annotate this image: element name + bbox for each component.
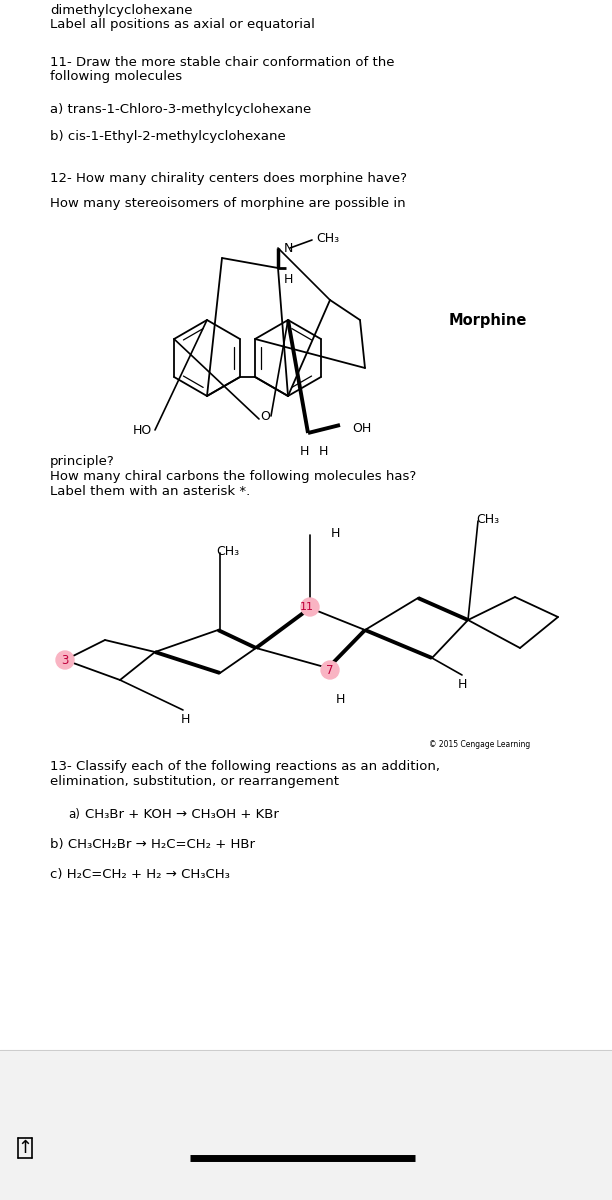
Text: 12- How many chirality centers does morphine have?: 12- How many chirality centers does morp… [50, 172, 407, 185]
Text: a): a) [68, 808, 80, 821]
Text: OH: OH [352, 421, 371, 434]
Text: 11- Draw the more stable chair conformation of the: 11- Draw the more stable chair conformat… [50, 56, 395, 68]
Text: b) CH₃CH₂Br → H₂C=CH₂ + HBr: b) CH₃CH₂Br → H₂C=CH₂ + HBr [50, 838, 255, 851]
Text: O: O [260, 409, 270, 422]
Text: © 2015 Cengage Learning: © 2015 Cengage Learning [429, 740, 530, 749]
Text: H: H [335, 692, 345, 706]
Text: H: H [457, 678, 467, 691]
Text: a) trans-1-Chloro-3-methylcyclohexane: a) trans-1-Chloro-3-methylcyclohexane [50, 103, 312, 116]
Text: following molecules: following molecules [50, 70, 182, 83]
Text: CH₃: CH₃ [217, 545, 239, 558]
Circle shape [301, 598, 319, 616]
Text: H: H [181, 713, 190, 726]
Text: How many chiral carbons the following molecules has?: How many chiral carbons the following mo… [50, 470, 416, 482]
Text: H: H [330, 527, 340, 540]
Text: principle?: principle? [50, 455, 115, 468]
Text: 13- Classify each of the following reactions as an addition,: 13- Classify each of the following react… [50, 760, 440, 773]
Text: CH₃Br + KOH → CH₃OH + KBr: CH₃Br + KOH → CH₃OH + KBr [85, 808, 279, 821]
Text: b) cis-1-Ethyl-2-methylcyclohexane: b) cis-1-Ethyl-2-methylcyclohexane [50, 130, 286, 143]
Text: N: N [284, 241, 293, 254]
Text: H: H [283, 272, 293, 286]
Text: Label them with an asterisk *.: Label them with an asterisk *. [50, 485, 250, 498]
Text: ↑: ↑ [17, 1139, 32, 1157]
Text: H: H [299, 445, 308, 458]
Text: 7: 7 [326, 664, 334, 677]
Text: dimethylcyclohexane: dimethylcyclohexane [50, 4, 193, 17]
Circle shape [56, 650, 74, 670]
Text: 3: 3 [61, 654, 69, 666]
Text: How many stereoisomers of morphine are possible in: How many stereoisomers of morphine are p… [50, 197, 406, 210]
Text: elimination, substitution, or rearrangement: elimination, substitution, or rearrangem… [50, 775, 339, 788]
Text: c) H₂C=CH₂ + H₂ → CH₃CH₃: c) H₂C=CH₂ + H₂ → CH₃CH₃ [50, 868, 230, 881]
Text: Label all positions as axial or equatorial: Label all positions as axial or equatori… [50, 18, 315, 31]
Text: CH₃: CH₃ [476, 514, 499, 526]
Text: H: H [318, 445, 327, 458]
Bar [0, 1050, 612, 1200]
Text: Morphine: Morphine [449, 312, 528, 328]
Circle shape [321, 661, 339, 679]
Text: 11: 11 [300, 602, 314, 612]
Text: CH₃: CH₃ [316, 232, 339, 245]
Text: HO: HO [133, 424, 152, 437]
